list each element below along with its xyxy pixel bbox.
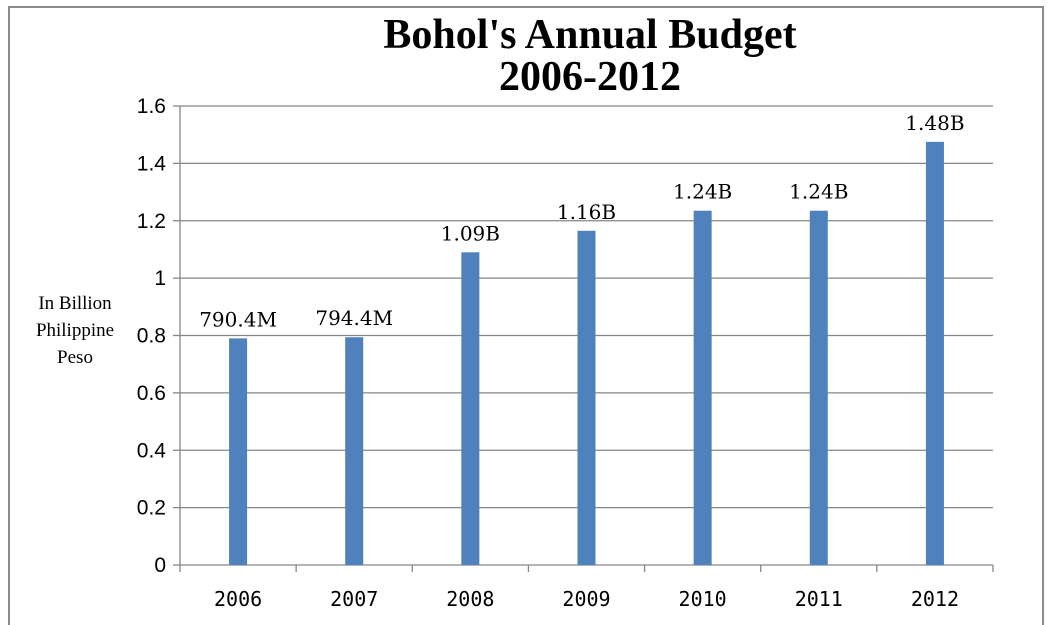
- x-tick-label-2012: 2012: [911, 587, 959, 611]
- y-tick-label: 0.8: [137, 325, 166, 348]
- bar-2009: [577, 230, 596, 565]
- bar-2011: [809, 210, 828, 565]
- y-tick-label: 1.4: [137, 152, 167, 175]
- y-tick-label: 1.2: [137, 210, 166, 233]
- y-axis-label-line-2: Philippine: [35, 320, 115, 341]
- y-tick-label: 1: [154, 267, 166, 290]
- x-tick-label-2010: 2010: [679, 587, 727, 611]
- bar-2006: [229, 338, 248, 565]
- data-label-2012: 1.48B: [905, 111, 964, 135]
- x-tick-label-2009: 2009: [562, 587, 610, 611]
- y-axis-label-line-1: In Billion: [38, 293, 112, 314]
- y-tick-label: 0.6: [137, 382, 166, 405]
- data-label-2008: 1.09B: [441, 221, 500, 245]
- data-label-2009: 1.16B: [557, 200, 616, 224]
- x-tick-labels: 2006 2007 2008 2009 2010 2011 2012: [214, 587, 959, 611]
- x-tick-label-2008: 2008: [446, 587, 494, 611]
- bar-2010: [693, 210, 712, 565]
- x-tick-label-2007: 2007: [330, 587, 378, 611]
- y-tick-label: 0: [154, 554, 166, 577]
- y-tick-label: 1.6: [137, 95, 166, 118]
- x-tick-label-2006: 2006: [214, 587, 262, 611]
- chart-title: Bohol's Annual Budget 2006-2012: [180, 14, 1000, 98]
- bars: [229, 141, 944, 565]
- data-label-2010: 1.24B: [673, 180, 732, 204]
- bar-2007: [345, 337, 364, 565]
- y-tick-label: 0.4: [137, 439, 167, 462]
- data-label-2006: 790.4M: [199, 307, 277, 331]
- y-axis-label: In Billion Philippine Peso: [10, 290, 140, 371]
- data-label-2007: 794.4M: [315, 306, 393, 330]
- chart-title-line-2: 2006-2012: [499, 54, 681, 100]
- chart-title-line-1: Bohol's Annual Budget: [383, 12, 797, 58]
- x-tick-label-2011: 2011: [795, 587, 843, 611]
- bar-2012: [925, 141, 944, 565]
- chart-frame: [8, 6, 1044, 625]
- data-labels: 790.4M 794.4M 1.09B 1.16B 1.24B 1.24B 1.48B: [199, 111, 964, 332]
- y-tick-label: 0.2: [137, 497, 166, 520]
- y-tick-labels: 0 0.2 0.4 0.6 0.8 1 1.2 1.4 1.6: [137, 95, 167, 577]
- y-axis-label-line-3: Peso: [57, 347, 93, 368]
- data-label-2011: 1.24B: [789, 180, 848, 204]
- bar-2008: [461, 252, 480, 565]
